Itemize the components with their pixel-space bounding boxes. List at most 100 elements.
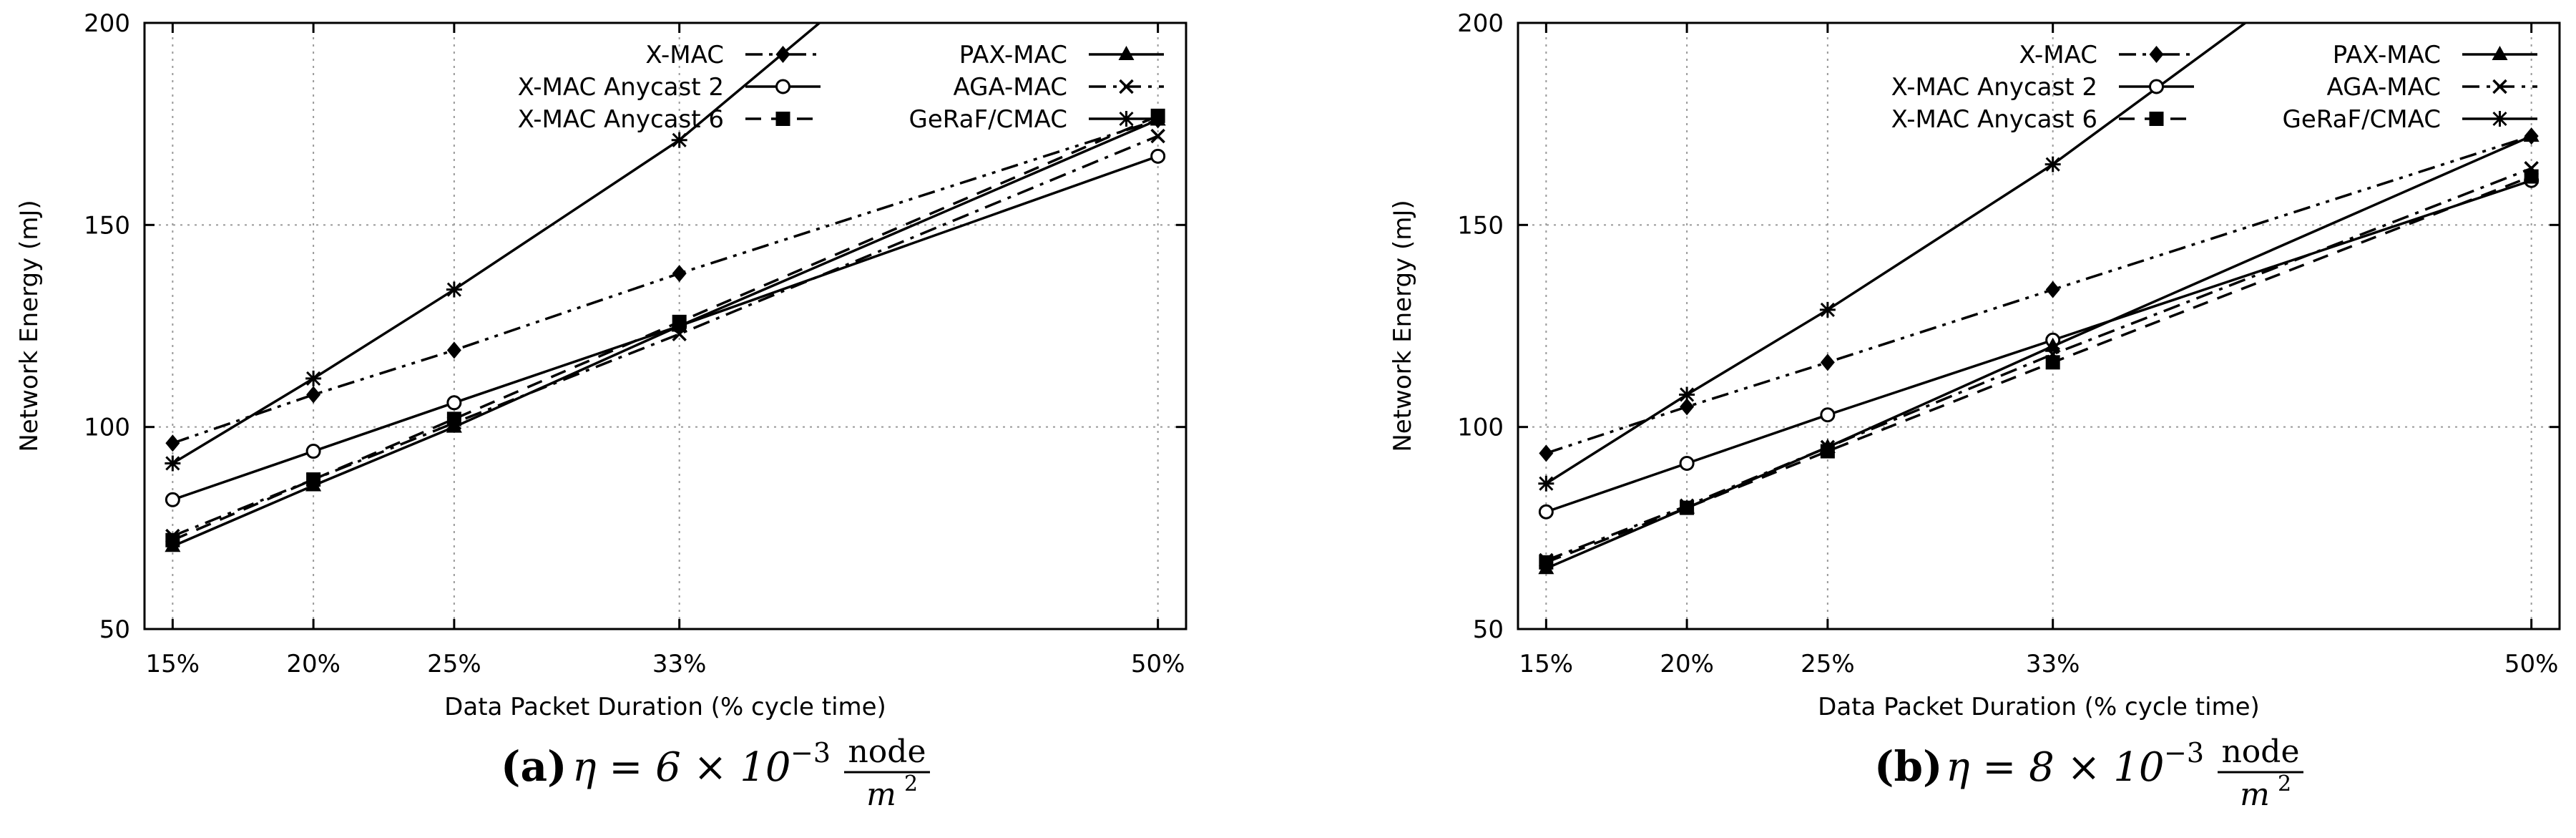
data-point [2044,156,2061,172]
legend-label: X-MAC Anycast 2 [1891,73,2097,102]
series-line [172,118,1159,547]
series-line [1545,167,2532,562]
legend-label: AGA-MAC [2326,73,2441,102]
series-x-mac [165,111,1165,452]
legend-marker [1118,46,1135,60]
legend-marker [2149,79,2164,94]
series-aga-mac [165,128,1165,544]
caption-label: (a) [501,742,567,791]
data-point [446,395,462,411]
caption: (a) η = 6 × 10 −3 node m 2 [501,734,930,813]
legend-marker [2492,79,2507,94]
caption-exponent: −3 [790,737,831,769]
legend: X-MAC X-MAC Anycast 2 X-MAC Anycast 6 PAX-M… [1891,41,2537,134]
legend-marker [2492,111,2508,127]
caption-denominator-exp: 2 [2278,771,2291,796]
data-point [1819,301,1836,318]
caption-exponent: −3 [2164,737,2204,769]
series-x-mac [1539,127,2539,462]
legend-marker [2149,112,2164,126]
x-tick-label: 15% [146,650,200,678]
legend-label: X-MAC Anycast 2 [518,73,724,102]
data-point [671,132,687,148]
caption-denominator: m [866,776,896,813]
data-point [165,455,181,472]
data-point [1150,128,1165,144]
data-point [1538,504,1554,520]
y-tick-label: 50 [1473,615,1504,644]
caption-denominator-exp: 2 [904,771,918,796]
data-point [2044,337,2061,352]
series-line [172,155,1159,501]
data-point [1820,354,1835,371]
series-x-mac-anycast-2 [165,148,1166,507]
data-point [2045,281,2060,298]
data-point [1679,386,1695,403]
y-tick-label: 200 [84,9,130,38]
data-point [672,326,687,342]
data-point [1538,475,1554,492]
x-tick-label: 20% [286,650,341,678]
data-point [1538,560,1554,575]
legend-marker [1119,79,1134,94]
legend-marker [775,112,790,126]
legend-marker [2492,46,2508,60]
data-point [446,418,462,433]
x-tick-label: 15% [1519,650,1574,678]
data-point [446,415,462,431]
legend-marker [775,79,790,94]
series-x-mac-anycast-2 [1538,172,2540,520]
data-point [165,537,181,552]
y-tick-label: 100 [1457,414,1504,442]
legend-label: AGA-MAC [953,73,1067,102]
plot-area [1538,23,2540,575]
series-line [172,135,1159,537]
data-point [165,528,180,544]
data-point [165,492,180,507]
series-line [1545,135,2532,455]
data-point [305,370,322,386]
chart-1: 50 100 150 200 15% 20% 25% 33% 50% Data Packet Du… [1389,9,2561,813]
grid [1518,23,2560,629]
data-point [1679,455,1695,471]
x-tick-label: 33% [2026,650,2080,678]
x-tick-label: 33% [652,650,707,678]
caption: (b) η = 8 × 10 −3 node m 2 [1874,734,2303,813]
data-point [671,317,687,332]
caption-label: (b) [1874,742,1942,791]
data-point [2523,127,2540,142]
data-point [1539,444,1554,462]
data-point [306,386,321,404]
legend-label: X-MAC Anycast 6 [518,105,724,134]
data-point [1820,439,1836,455]
legend-label: X-MAC [645,41,724,69]
legend-label: PAX-MAC [959,41,1067,69]
legend-marker [2149,46,2164,63]
series-pax-mac [165,111,1166,552]
x-tick-label: 20% [1660,650,1714,678]
x-tick-label: 25% [1801,650,1855,678]
y-tick-label: 150 [84,211,130,240]
plot-area [165,23,1166,552]
plot-frame [143,21,1187,630]
legend-marker [1118,111,1135,127]
caption-eta: η = 6 × 10 [572,744,790,791]
caption-numerator: node [2221,734,2299,770]
data-point [1680,398,1695,416]
data-point [165,434,180,452]
data-point [305,472,321,487]
data-point [672,265,687,283]
legend-marker [775,46,790,63]
data-point [1679,498,1695,514]
caption-eta: η = 8 × 10 [1946,744,2164,791]
series-line [1545,135,2532,570]
y-tick-label: 200 [1457,9,1504,38]
data-point [305,477,322,492]
data-point [2524,161,2539,176]
series-geraf-cmac [165,23,822,472]
x-axis-label: Data Packet Duration (% cycle time) [1818,693,2260,721]
legend-label: X-MAC [2019,41,2097,69]
data-point [446,341,461,359]
x-tick-label: 50% [1131,650,1185,678]
